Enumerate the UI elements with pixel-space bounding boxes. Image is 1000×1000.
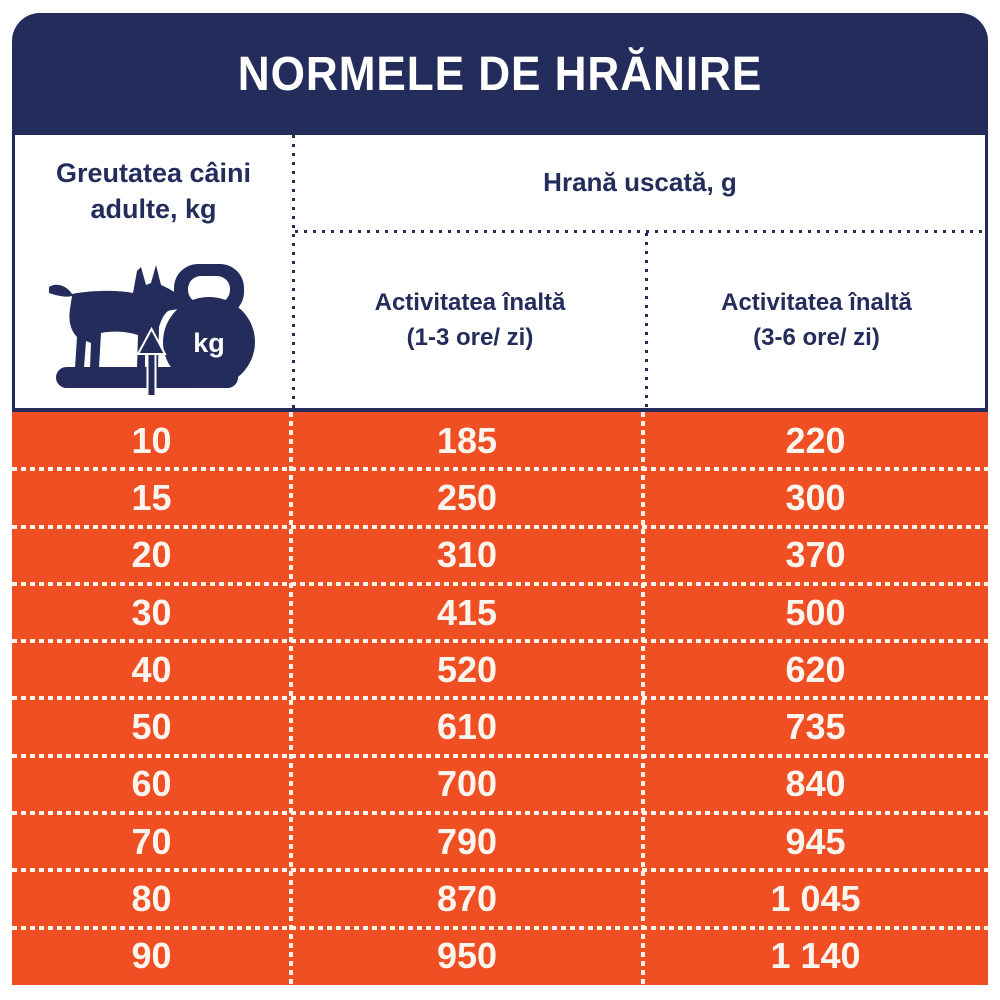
activity-header-divider xyxy=(645,233,648,408)
food-1-3h-cell: 870 xyxy=(436,878,498,920)
weight-cell: 60 xyxy=(131,763,172,805)
table-row: 15 250 300 xyxy=(12,467,988,526)
food-3-6h-cell: 945 xyxy=(785,820,846,862)
weight-cell: 90 xyxy=(131,935,172,977)
table-row: 70 790 945 xyxy=(12,811,988,870)
food-1-3h-cell: 185 xyxy=(436,419,498,461)
weight-cell: 10 xyxy=(131,419,172,461)
table-row: 90 950 1 140 xyxy=(12,925,988,985)
kettlebell-kg-label: kg xyxy=(193,328,225,358)
table-row: 50 610 735 xyxy=(12,696,988,755)
food-1-3h-cell: 310 xyxy=(436,534,498,576)
table-row: 60 700 840 xyxy=(12,753,988,813)
activity-headers: Activitatea înaltă (1-3 ore/ zi) Activit… xyxy=(295,233,985,408)
activity-1-3h-header: Activitatea înaltă (1-3 ore/ zi) xyxy=(295,233,645,408)
table-row: 20 310 370 xyxy=(12,524,988,584)
header-column-divider xyxy=(292,135,295,408)
table-body: 10 185 220 15 250 300 20 310 370 30 415 … xyxy=(12,412,988,985)
table-header: Greutatea câini adulte, kg kg Hrană usca… xyxy=(12,135,988,412)
food-3-6h-cell: 500 xyxy=(785,591,846,633)
activity-3-6h-line2: (3-6 ore/ zi) xyxy=(753,323,880,351)
weight-label-line1: Greutatea câini xyxy=(55,158,252,188)
table-row: 30 415 500 xyxy=(12,581,988,641)
activity-1-3h-line1: Activitatea înaltă xyxy=(374,288,566,316)
food-1-3h-cell: 700 xyxy=(436,763,498,805)
food-3-6h-cell: 300 xyxy=(785,476,846,518)
table-row: 80 870 1 045 xyxy=(12,868,988,927)
food-1-3h-cell: 520 xyxy=(436,648,498,690)
kettlebell-handle-hole xyxy=(188,276,230,303)
scale-arrow-head xyxy=(136,326,167,355)
food-3-6h-cell: 735 xyxy=(785,706,846,748)
weight-column-header: Greutatea câini adulte, kg kg xyxy=(15,135,292,408)
food-3-6h-cell: 620 xyxy=(785,648,846,690)
weight-cell: 70 xyxy=(131,820,172,862)
weight-cell: 20 xyxy=(131,534,172,576)
food-3-6h-cell: 1 140 xyxy=(770,935,861,977)
table-row: 10 185 220 xyxy=(12,412,988,469)
dog-scale-kettlebell-icon: kg xyxy=(49,264,255,397)
activity-3-6h-line1: Activitatea înaltă xyxy=(721,288,912,316)
weight-cell: 50 xyxy=(131,706,172,748)
food-1-3h-cell: 415 xyxy=(436,591,498,633)
dry-food-header: Hrană uscată, g Activitatea înaltă (1-3 … xyxy=(295,135,985,408)
weight-cell: 80 xyxy=(131,878,172,920)
weight-cell: 15 xyxy=(131,476,172,518)
food-3-6h-cell: 840 xyxy=(785,763,846,805)
food-1-3h-cell: 790 xyxy=(436,820,498,862)
weight-label-line2: adulte, kg xyxy=(90,194,217,225)
weight-cell: 30 xyxy=(131,591,172,633)
header-row-divider xyxy=(295,230,985,233)
page-title: NORMELE DE HRĂNIRE xyxy=(237,47,763,101)
scale-arrow-shaft xyxy=(146,350,157,397)
food-3-6h-cell: 1 045 xyxy=(770,878,861,920)
weight-cell: 40 xyxy=(131,648,172,690)
food-3-6h-cell: 370 xyxy=(785,534,846,576)
kettlebell-body xyxy=(163,297,255,387)
body-column-divider-2 xyxy=(641,412,645,985)
activity-3-6h-header: Activitatea înaltă (3-6 ore/ zi) xyxy=(648,233,985,408)
table-row: 40 520 620 xyxy=(12,639,988,698)
body-column-divider-1 xyxy=(289,412,293,985)
food-1-3h-cell: 610 xyxy=(436,706,498,748)
weight-label: Greutatea câini adulte, kg xyxy=(15,155,292,228)
food-1-3h-cell: 250 xyxy=(436,476,498,518)
activity-1-3h-line2: (1-3 ore/ zi) xyxy=(406,323,534,351)
dry-food-label: Hrană uscată, g xyxy=(543,167,737,197)
food-1-3h-cell: 950 xyxy=(436,935,498,977)
food-3-6h-cell: 220 xyxy=(785,419,846,461)
title-banner: NORMELE DE HRĂNIRE xyxy=(12,13,988,135)
